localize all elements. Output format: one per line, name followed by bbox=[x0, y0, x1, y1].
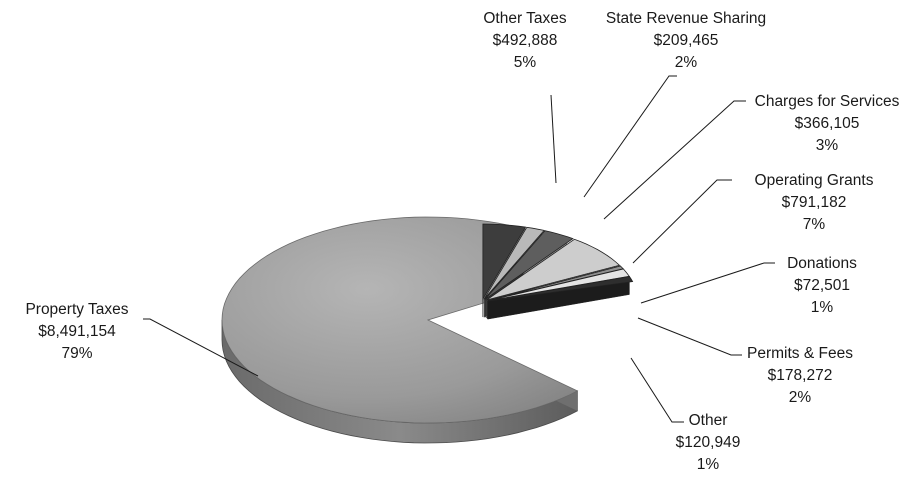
value-label-other-taxes: $492,888 bbox=[493, 32, 558, 49]
percent-label-property-taxes: 79% bbox=[61, 345, 92, 362]
category-label-charges-for-services: Charges for Services bbox=[755, 93, 900, 110]
label-charges-for-services: Charges for Services $366,105 3% bbox=[755, 93, 900, 154]
value-label-operating-grants: $791,182 bbox=[782, 194, 847, 211]
label-property-taxes: Property Taxes $8,491,154 79% bbox=[25, 301, 128, 362]
percent-label-permits-and-fees: 2% bbox=[789, 389, 812, 406]
category-label-operating-grants: Operating Grants bbox=[755, 172, 874, 189]
category-label-property-taxes: Property Taxes bbox=[25, 301, 128, 318]
leader-line-charges-for-services bbox=[604, 101, 746, 219]
label-other-taxes: Other Taxes $492,888 5% bbox=[483, 10, 567, 71]
leader-line-donations bbox=[641, 263, 775, 303]
value-label-property-taxes: $8,491,154 bbox=[38, 323, 116, 340]
percent-label-other: 1% bbox=[697, 456, 720, 473]
category-label-other-taxes: Other Taxes bbox=[483, 10, 567, 27]
percent-label-state-revenue-sharing: 2% bbox=[675, 54, 698, 71]
value-label-other: $120,949 bbox=[676, 434, 741, 451]
leader-line-operating-grants bbox=[633, 180, 732, 263]
leader-line-other-taxes bbox=[551, 95, 556, 183]
category-label-other: Other bbox=[689, 412, 728, 429]
label-other: Other $120,949 1% bbox=[676, 412, 741, 473]
pie-slices bbox=[222, 217, 633, 443]
percent-label-operating-grants: 7% bbox=[803, 216, 826, 233]
leader-line-other bbox=[631, 358, 684, 422]
percent-label-donations: 1% bbox=[811, 299, 834, 316]
leader-line-state-revenue-sharing bbox=[584, 76, 677, 197]
value-label-charges-for-services: $366,105 bbox=[795, 115, 860, 132]
value-label-permits-and-fees: $178,272 bbox=[768, 367, 833, 384]
category-label-state-revenue-sharing: State Revenue Sharing bbox=[606, 10, 766, 27]
value-label-donations: $72,501 bbox=[794, 277, 850, 294]
leader-line-permits-and-fees bbox=[638, 318, 742, 355]
label-state-revenue-sharing: State Revenue Sharing $209,465 2% bbox=[606, 10, 766, 71]
percent-label-other-taxes: 5% bbox=[514, 54, 537, 71]
category-label-permits-and-fees: Permits & Fees bbox=[747, 345, 853, 362]
label-permits-and-fees: Permits & Fees $178,272 2% bbox=[747, 345, 853, 406]
percent-label-charges-for-services: 3% bbox=[816, 137, 839, 154]
label-donations: Donations $72,501 1% bbox=[787, 255, 857, 316]
category-label-donations: Donations bbox=[787, 255, 857, 272]
label-operating-grants: Operating Grants $791,182 7% bbox=[755, 172, 874, 233]
value-label-state-revenue-sharing: $209,465 bbox=[654, 32, 719, 49]
